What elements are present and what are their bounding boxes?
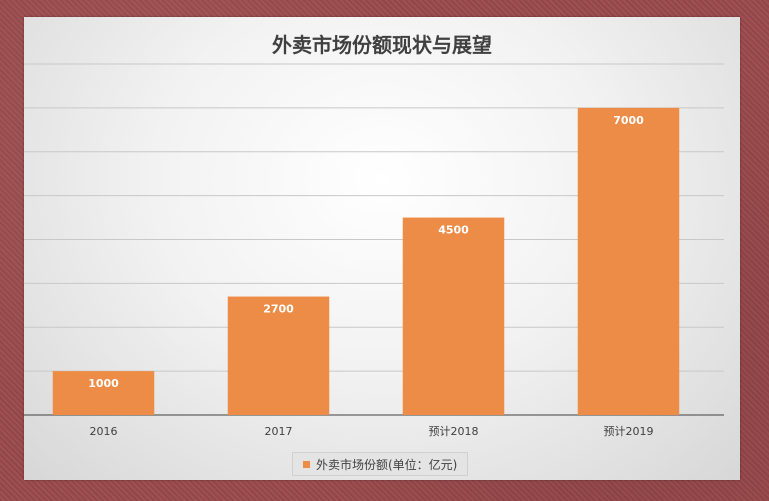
- data-labels: 1000 2700 4500 7000: [88, 114, 644, 390]
- x-tick-label-3: 预计2019: [604, 425, 654, 438]
- bar-1: [227, 296, 330, 415]
- chart-plot: 1000 2700 4500 7000 2016 2017 预计2018 预计2019: [24, 63, 724, 438]
- chart-title: 外卖市场份额现状与展望: [272, 33, 492, 57]
- bar-2: [402, 217, 505, 415]
- bar-0: [52, 371, 155, 415]
- x-tick-label-1: 2017: [265, 425, 293, 438]
- x-tick-label-2: 预计2018: [429, 425, 479, 438]
- bars: [52, 107, 680, 415]
- legend-label: 外卖市场份额(单位：亿元): [316, 457, 458, 472]
- legend: 外卖市场份额(单位：亿元): [292, 452, 469, 476]
- data-label-1: 2700: [263, 303, 294, 316]
- data-label-3: 7000: [613, 114, 644, 127]
- data-label-2: 4500: [438, 224, 469, 237]
- legend-swatch: [303, 460, 310, 468]
- chart-card: 外卖市场份额现状与展望 1000 2700 4500 7000 2016 2017 预计2…: [24, 17, 740, 480]
- x-tick-label-0: 2016: [90, 425, 118, 438]
- x-axis-ticks: 2016 2017 预计2018 预计2019: [90, 425, 654, 438]
- data-label-0: 1000: [88, 377, 119, 390]
- bar-3: [577, 107, 680, 415]
